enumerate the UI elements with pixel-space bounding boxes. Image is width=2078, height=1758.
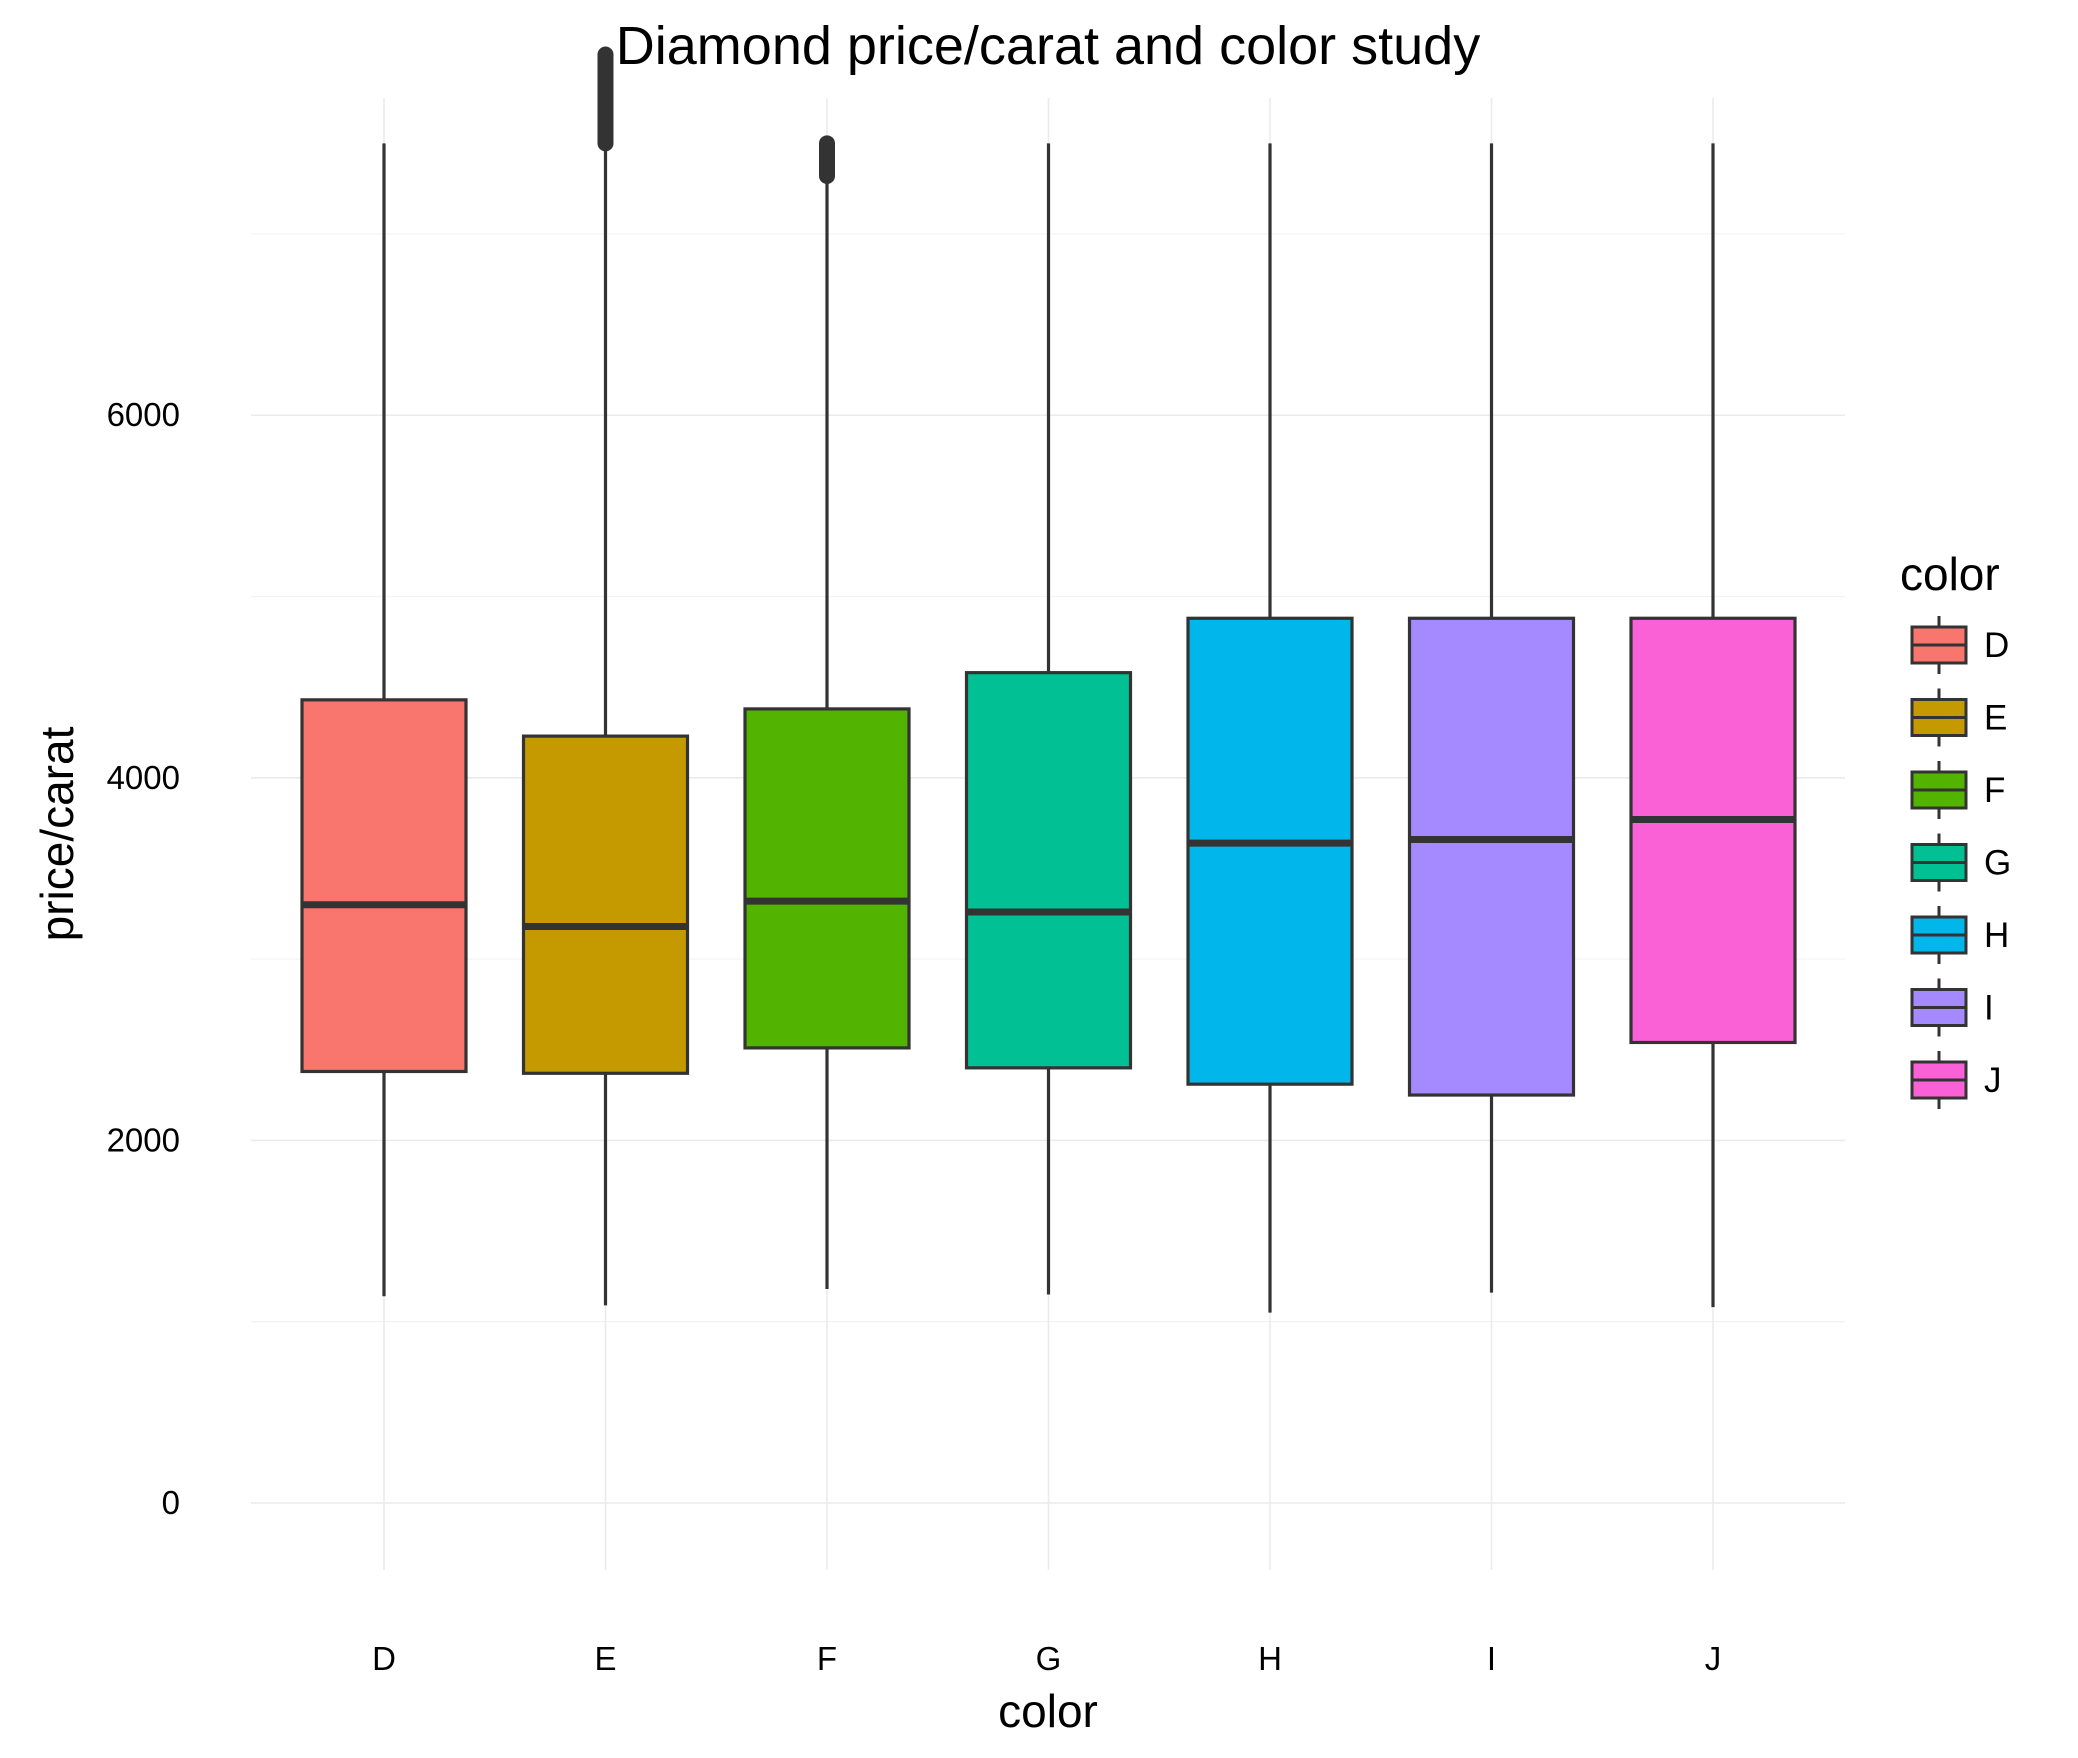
y-axis-title: price/carat xyxy=(31,726,83,941)
box-E xyxy=(521,46,690,1306)
legend-item-E: E xyxy=(1910,688,2007,747)
x-tick-label: D xyxy=(372,1640,396,1677)
legend-item-H: H xyxy=(1910,906,2009,964)
legend-item-I: I xyxy=(1910,978,1994,1037)
box-F xyxy=(743,135,911,1290)
legend-label: G xyxy=(1984,844,2011,883)
x-tick-label: F xyxy=(817,1640,837,1677)
x-axis-title: color xyxy=(998,1685,1098,1737)
box-D xyxy=(300,143,468,1297)
box-G xyxy=(964,143,1133,1295)
box-iqr xyxy=(1629,616,1797,1045)
legend-title: color xyxy=(1900,548,2000,600)
y-tick-label: 6000 xyxy=(107,396,180,433)
legend-label: I xyxy=(1984,989,1994,1028)
x-tick-label: J xyxy=(1705,1640,1722,1677)
box-H xyxy=(1186,143,1354,1313)
legend-label: E xyxy=(1984,699,2007,738)
plot-area xyxy=(300,46,1797,1313)
legend-item-J: J xyxy=(1910,1051,2002,1109)
chart-title: Diamond price/carat and color study xyxy=(616,16,1480,76)
legend-item-F: F xyxy=(1910,761,2005,819)
box-iqr xyxy=(521,734,690,1075)
box-I xyxy=(1407,143,1576,1293)
box-J xyxy=(1629,143,1797,1308)
box-iqr xyxy=(300,698,468,1074)
box-iqr xyxy=(964,671,1133,1070)
y-tick-label: 4000 xyxy=(107,759,180,796)
y-tick-label: 0 xyxy=(162,1484,180,1521)
axes: 0 2000 4000 6000 D E F G H I J xyxy=(107,396,1722,1677)
x-tick-label: G xyxy=(1036,1640,1062,1677)
legend-item-G: G xyxy=(1910,833,2011,892)
x-tick-label: H xyxy=(1258,1640,1282,1677)
box-iqr xyxy=(1407,616,1576,1097)
box-iqr xyxy=(1186,616,1354,1086)
y-tick-label: 2000 xyxy=(107,1121,180,1158)
x-tick-label: I xyxy=(1487,1640,1496,1677)
legend-label: F xyxy=(1984,771,2005,810)
legend-label: D xyxy=(1984,626,2009,665)
legend-label: H xyxy=(1984,916,2009,955)
legend-label: J xyxy=(1984,1061,2002,1100)
box-iqr xyxy=(743,707,911,1050)
legend-item-D: D xyxy=(1910,616,2009,674)
x-tick-label: E xyxy=(594,1640,616,1677)
